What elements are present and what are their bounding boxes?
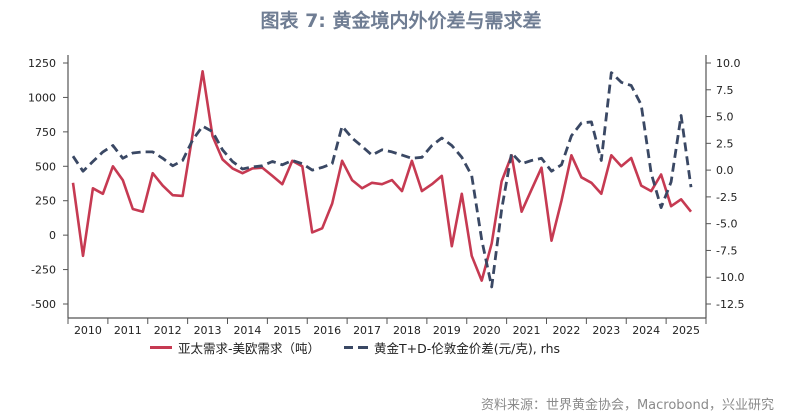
x-tick-label: 2022	[552, 324, 580, 337]
left-tick-label: 1000	[28, 91, 56, 104]
x-tick-label: 2016	[313, 324, 341, 337]
right-tick-label: -7.5	[716, 244, 737, 257]
left-tick-label: 1250	[28, 57, 56, 70]
right-tick-label: -10.0	[716, 271, 744, 284]
x-tick-label: 2021	[513, 324, 541, 337]
right-tick-label: -2.5	[716, 191, 737, 204]
series-line-demand-diff	[71, 70, 693, 282]
source-note: 资料来源：世界黄金协会，Macrobond，兴业研究	[480, 398, 774, 413]
legend: 亚太需求-美欧需求（吨） 黄金T+D-伦敦金价差(元/克), rhs	[150, 338, 560, 357]
x-tick-label: 2020	[473, 324, 501, 337]
left-tick-label: -250	[31, 264, 56, 277]
right-tick-label: 7.5	[716, 84, 734, 97]
x-tick-label: 2015	[273, 324, 301, 337]
left-tick-label: 0	[49, 229, 56, 242]
left-tick-label: 500	[35, 160, 56, 173]
x-tick-label: 2023	[592, 324, 620, 337]
x-tick-label: 2011	[114, 324, 142, 337]
right-tick-label: 10.0	[716, 57, 741, 70]
x-tick-label: 2025	[672, 324, 700, 337]
legend-swatch-dashed	[344, 346, 369, 349]
x-tick-label: 2012	[154, 324, 182, 337]
right-tick-label: 0.0	[716, 164, 734, 177]
right-tick-label: 2.5	[716, 137, 734, 150]
x-tick-label: 2018	[393, 324, 421, 337]
x-tick-label: 2017	[353, 324, 381, 337]
legend-label-demand: 亚太需求-美欧需求（吨）	[178, 341, 321, 356]
x-tick-label: 2013	[194, 324, 222, 337]
left-tick-label: 250	[35, 195, 56, 208]
x-tick-label: 2019	[433, 324, 461, 337]
chart-title: 图表 7: 黄金境内外价差与需求差	[260, 10, 542, 32]
right-tick-label: 5.0	[716, 111, 734, 124]
legend-label-spread: 黄金T+D-伦敦金价差(元/克), rhs	[374, 341, 561, 356]
right-tick-label: -5.0	[716, 218, 737, 231]
right-tick-label: -12.5	[716, 298, 744, 311]
x-tick-label: 2014	[233, 324, 261, 337]
left-tick-label: -500	[31, 298, 56, 311]
legend-swatch-solid	[150, 346, 172, 349]
x-tick-label: 2024	[632, 324, 660, 337]
x-tick-label: 2010	[74, 324, 102, 337]
series-line-price-spread	[71, 71, 693, 289]
left-tick-label: 750	[35, 126, 56, 139]
